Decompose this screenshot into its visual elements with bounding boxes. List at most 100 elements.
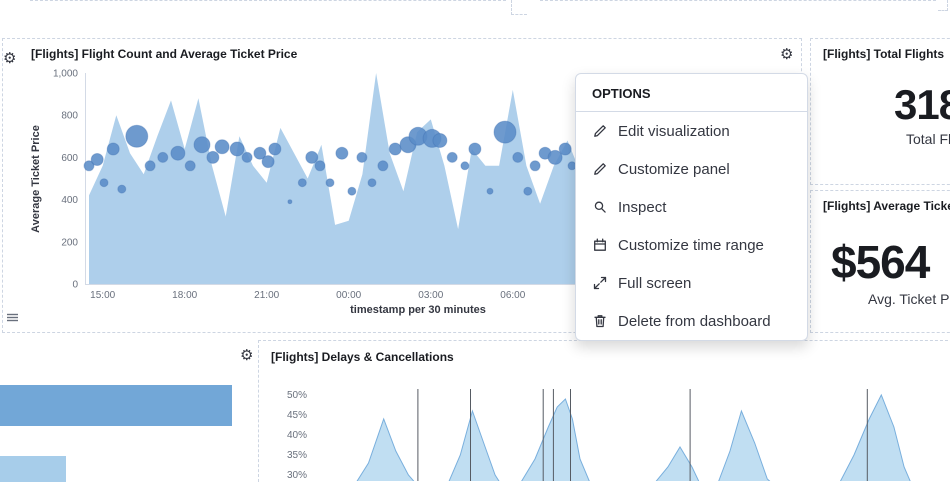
fullscreen-icon — [592, 275, 608, 291]
panel-title: [Flights] Total Flights — [823, 47, 945, 61]
ticket-price-bubble — [356, 151, 368, 163]
ticket-price-bubble — [157, 151, 169, 163]
ticket-price-bubble — [268, 142, 282, 156]
ticket-price-bubble — [367, 178, 377, 188]
ticket-price-bubble — [253, 146, 267, 160]
panel-delays-cancellations: [Flights] Delays & Cancellations 50% 45% 4… — [258, 340, 950, 482]
ticket-price-bubble — [388, 142, 402, 156]
y-tick-label: 200 — [61, 237, 78, 248]
y-tick-label: 400 — [61, 195, 78, 206]
ticket-price-bubble — [83, 160, 95, 172]
bar-segment — [0, 456, 66, 482]
menu-item-label: Customize panel — [618, 160, 730, 178]
ticket-price-bubble — [314, 160, 326, 172]
ticket-price-bubble — [229, 141, 245, 157]
drag-handle-icon[interactable] — [6, 311, 19, 329]
menu-item-edit-visualization[interactable]: Edit visualization — [576, 112, 807, 150]
menu-item-customize-panel[interactable]: Customize panel — [576, 150, 807, 188]
horizontal-bar-chart — [0, 385, 240, 482]
ticket-price-bubble — [558, 142, 572, 156]
ticket-price-bubble — [493, 120, 517, 144]
ticket-price-bubble — [347, 186, 357, 196]
metric-value: $564 — [831, 236, 930, 288]
ticket-price-bubble — [523, 186, 533, 196]
y-tick-label: 40% — [287, 430, 307, 441]
metric-label: Avg. Ticket Price — [868, 291, 950, 307]
delays-area — [356, 393, 911, 481]
ticket-price-bubble — [241, 151, 253, 163]
dashed-guide-top-left — [30, 0, 506, 1]
ticket-price-bubble — [432, 133, 448, 148]
ticket-price-bubble — [460, 161, 470, 171]
panel-average-ticket-price: [Flights] Average Ticket Price $564 Avg.… — [810, 190, 950, 333]
flight-count-area — [89, 73, 595, 284]
ticket-price-bubble — [90, 153, 104, 166]
ticket-price-bubble — [486, 187, 494, 195]
ticket-price-bubble — [214, 139, 230, 155]
dashed-guide-top-right — [540, 0, 936, 1]
y-tick-label: 30% — [287, 470, 307, 481]
inspect-icon — [592, 199, 608, 215]
menu-item-delete-from-dashboard[interactable]: Delete from dashboard — [576, 302, 807, 340]
x-axis-title: timestamp per 30 minutes — [350, 304, 486, 316]
y-tick-label: 600 — [61, 153, 78, 164]
delays-chart: 50% 45% 40% 35% 30% — [287, 389, 911, 481]
ticket-price-bubble — [206, 150, 220, 164]
ticket-price-bubble — [335, 146, 349, 160]
x-tick-label: 15:00 — [90, 290, 115, 301]
gear-icon[interactable]: ⚙ — [240, 346, 254, 364]
menu-item-full-screen[interactable]: Full screen — [576, 264, 807, 302]
pencil-icon — [592, 123, 608, 139]
y-tick-label: 0 — [72, 280, 78, 291]
ticket-price-bubble — [287, 199, 293, 205]
ticket-price-bubble — [547, 149, 563, 165]
x-tick-label: 00:00 — [336, 290, 361, 301]
metric-label: Total Flights — [906, 131, 950, 147]
y-tick-label: 35% — [287, 450, 307, 461]
panel-title: [Flights] Delays & Cancellations — [271, 350, 454, 364]
menu-item-label: Customize time range — [618, 236, 764, 254]
menu-divider — [576, 111, 807, 112]
y-axis-title: Average Ticket Price — [30, 125, 42, 233]
gear-icon[interactable]: ⚙ — [780, 45, 794, 63]
y-tick-label: 800 — [61, 111, 78, 122]
panel-title: [Flights] Flight Count and Average Ticke… — [31, 47, 298, 61]
menu-item-label: Inspect — [618, 198, 667, 216]
ticket-price-bubble — [446, 151, 458, 163]
metric-value: 318 — [894, 81, 950, 128]
ticket-price-bubble — [117, 184, 127, 194]
ticket-price-bubble — [99, 178, 109, 188]
menu-item-label: Delete from dashboard — [618, 312, 771, 330]
menu-item-inspect[interactable]: Inspect — [576, 188, 807, 226]
trash-icon — [592, 313, 608, 329]
menu-item-label: Full screen — [618, 274, 692, 292]
panel-total-flights: [Flights] Total Flights 318 Total Flight… — [810, 38, 950, 185]
ticket-price-bubble — [106, 142, 120, 156]
x-tick-label: 06:00 — [500, 290, 525, 301]
ticket-price-bubble — [193, 136, 211, 154]
x-tick-label: 18:00 — [172, 290, 197, 301]
y-tick-label: 50% — [287, 390, 307, 401]
y-tick-label: 45% — [287, 410, 307, 421]
ticket-price-bubble — [325, 178, 335, 188]
x-tick-label: 21:00 — [254, 290, 279, 301]
panel-title: [Flights] Average Ticket Price — [823, 199, 950, 213]
panel-corner-bracket — [511, 0, 527, 15]
ticket-price-bubble — [529, 160, 541, 172]
menu-item-customize-time-range[interactable]: Customize time range — [576, 226, 807, 264]
menu-items: Edit visualization Customize panel Inspect… — [576, 112, 807, 340]
menu-title: OPTIONS — [592, 86, 651, 101]
ticket-price-bubble — [184, 160, 196, 172]
panel-corner-bracket — [938, 0, 948, 11]
ticket-price-bubble — [144, 160, 156, 172]
ticket-price-bubble — [512, 151, 524, 163]
ticket-price-bubble — [468, 142, 482, 156]
calendar-icon — [592, 237, 608, 253]
ticket-price-bubble — [377, 160, 389, 172]
gear-icon[interactable]: ⚙ — [3, 49, 17, 67]
bar-segment — [0, 385, 232, 426]
menu-item-label: Edit visualization — [618, 122, 730, 140]
y-tick-label: 1,000 — [53, 69, 78, 80]
ticket-price-bubble — [305, 150, 319, 164]
ticket-price-bubble — [125, 124, 149, 148]
